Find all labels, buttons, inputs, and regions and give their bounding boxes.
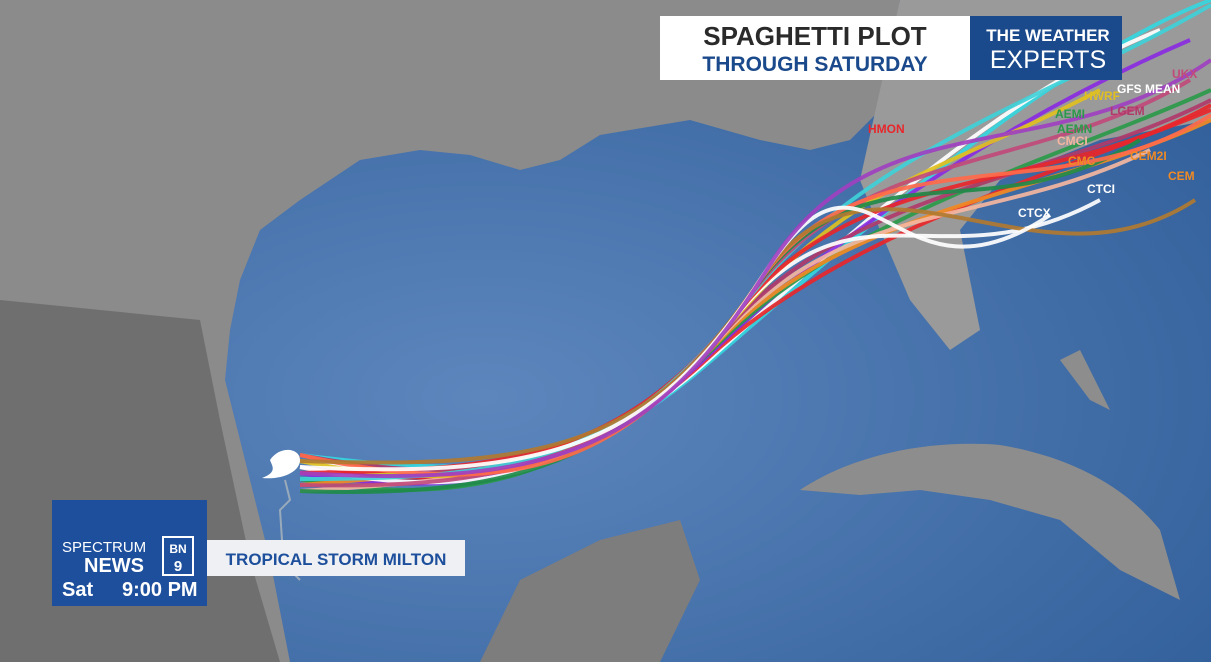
- brand-box: [970, 16, 1122, 80]
- model-label: CEM2I: [1130, 149, 1167, 163]
- station-name2: NEWS: [84, 555, 144, 577]
- badge: [162, 536, 194, 576]
- land-yucatan: [480, 520, 700, 662]
- model-label: GFS MEAN: [1117, 82, 1180, 96]
- storm-name: TROPICAL STORM MILTON: [226, 550, 447, 569]
- header-box: [660, 16, 970, 80]
- model-label: CMC: [1068, 154, 1096, 168]
- header-subtitle: THROUGH SATURDAY: [702, 53, 927, 76]
- badge-top: BN: [169, 542, 186, 556]
- model-label: CTCI: [1087, 182, 1115, 196]
- model-label: CEM: [1168, 169, 1195, 183]
- model-label: AEMI: [1055, 107, 1085, 121]
- model-label: HMON: [868, 122, 905, 136]
- station-name1: SPECTRUM: [62, 539, 146, 556]
- station-time: 9:00 PM: [122, 579, 198, 601]
- model-label: CMCI: [1057, 134, 1088, 148]
- track: [299, 58, 1211, 479]
- land-florida-east: [860, 0, 1211, 350]
- brand-line2: EXPERTS: [990, 46, 1106, 74]
- badge-bottom: 9: [174, 558, 182, 575]
- model-label: UKX: [1172, 67, 1197, 81]
- station-box: [52, 500, 207, 606]
- station-day: Sat: [62, 579, 93, 601]
- land-cuba: [800, 443, 1180, 600]
- storm-label-box: [207, 540, 465, 576]
- header-title: SPAGHETTI PLOT: [703, 21, 927, 51]
- brand-line1: THE WEATHER: [986, 26, 1109, 45]
- model-label: LGEM: [1110, 104, 1145, 118]
- model-label: HWRF: [1084, 89, 1120, 103]
- land-bahamas: [1060, 350, 1110, 410]
- model-label: CTCX: [1018, 206, 1051, 220]
- model-label: AEMN: [1057, 122, 1092, 136]
- model-tracks: [299, 0, 1211, 495]
